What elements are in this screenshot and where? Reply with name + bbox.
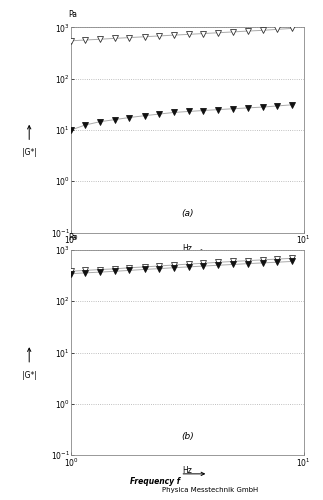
Text: Hz: Hz <box>182 466 192 475</box>
Text: (a): (a) <box>181 209 193 218</box>
Text: |G*|: |G*| <box>22 148 37 158</box>
Text: Pa: Pa <box>69 233 78 242</box>
Text: Physica Messtechnik GmbH: Physica Messtechnik GmbH <box>162 487 259 493</box>
Text: Hz: Hz <box>182 244 192 253</box>
Text: Pa: Pa <box>69 10 78 20</box>
Text: |G*|: |G*| <box>22 371 37 380</box>
Text: Frequency f: Frequency f <box>130 254 180 263</box>
Text: Frequency f: Frequency f <box>130 476 180 486</box>
Text: Physica Messtechnik GmbH: Physica Messtechnik GmbH <box>162 264 259 270</box>
Text: (b): (b) <box>181 432 194 440</box>
